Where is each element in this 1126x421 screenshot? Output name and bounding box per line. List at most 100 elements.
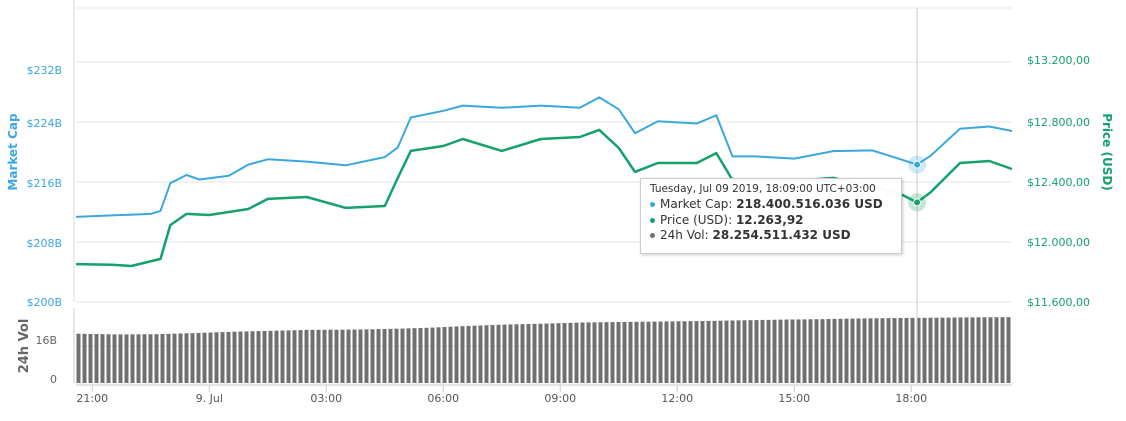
volume-bar bbox=[202, 332, 207, 383]
volume-bar bbox=[886, 318, 891, 383]
tooltip-row-market-cap: Market Cap: 218.400.516.036 USD bbox=[650, 197, 892, 213]
volume-bar bbox=[532, 323, 537, 383]
x-tick-label: 21:00 bbox=[76, 392, 108, 405]
volume-bar bbox=[496, 324, 501, 383]
volume-bar bbox=[682, 321, 687, 383]
volume-bar bbox=[544, 323, 549, 383]
volume-bar bbox=[268, 330, 273, 383]
volume-bar bbox=[694, 321, 699, 383]
tooltip-value: 12.263,92 bbox=[735, 212, 804, 227]
volume-bar bbox=[592, 322, 597, 383]
volume-bar bbox=[376, 329, 381, 383]
volume-bar bbox=[352, 329, 357, 383]
volume-bar bbox=[304, 329, 309, 383]
volume-bar bbox=[280, 330, 285, 383]
tooltip-label: Price (USD): bbox=[660, 212, 736, 227]
right-tick-label: $13.200,00 bbox=[1027, 54, 1090, 67]
volume-bar bbox=[310, 329, 315, 383]
x-tick-label: 03:00 bbox=[310, 392, 342, 405]
volume-bar bbox=[946, 317, 951, 383]
volume-bar bbox=[316, 329, 321, 383]
volume-bar bbox=[766, 319, 771, 383]
volume-bar bbox=[940, 317, 945, 383]
volume-bar bbox=[796, 319, 801, 383]
left-tick-label: $216B bbox=[26, 177, 62, 190]
volume-bar bbox=[814, 319, 819, 383]
volume-bar bbox=[574, 322, 579, 383]
volume-bar bbox=[1000, 317, 1005, 383]
volume-bar bbox=[646, 321, 651, 383]
volume-bar bbox=[784, 319, 789, 383]
axis-ticks: $200B $208B $216B $224B $232B $11.600,00 $12.0… bbox=[26, 54, 1090, 405]
volume-bar bbox=[256, 331, 261, 383]
volume-bar bbox=[430, 327, 435, 383]
volume-bar bbox=[910, 317, 915, 383]
volume-bar bbox=[700, 321, 705, 383]
volume-bar bbox=[976, 317, 981, 383]
volume-bar bbox=[118, 334, 123, 383]
volume-bar bbox=[628, 321, 633, 383]
volume-bar bbox=[622, 321, 627, 383]
volume-bar bbox=[190, 333, 195, 383]
volume-bar bbox=[400, 328, 405, 383]
left-tick-label: $224B bbox=[26, 117, 62, 130]
tooltip: Tuesday, Jul 09 2019, 18:09:00 UTC+03:00… bbox=[640, 178, 902, 254]
volume-bar bbox=[490, 325, 495, 383]
volume-bar bbox=[112, 334, 117, 383]
volume-bar bbox=[616, 322, 621, 383]
volume-bar bbox=[244, 331, 249, 383]
volume-bar bbox=[124, 334, 129, 383]
volume-bar bbox=[988, 317, 993, 383]
volume-bar bbox=[184, 333, 189, 383]
volume-bar bbox=[238, 331, 243, 383]
market-cap-dot-icon bbox=[650, 202, 655, 207]
volume-bar bbox=[742, 320, 747, 383]
volume-bar bbox=[214, 332, 219, 383]
volume-bar bbox=[484, 325, 489, 383]
right-tick-label: $12.000,00 bbox=[1027, 236, 1090, 249]
volume-bar bbox=[364, 329, 369, 383]
volume-bar bbox=[562, 323, 567, 383]
volume-bar bbox=[454, 326, 459, 383]
volume-dot-icon bbox=[650, 233, 655, 238]
volume-bar bbox=[892, 318, 897, 383]
volume-bar bbox=[250, 331, 255, 383]
tooltip-row-price: Price (USD): 12.263,92 bbox=[650, 213, 892, 229]
volume-bar bbox=[514, 324, 519, 383]
volume-bar bbox=[934, 317, 939, 383]
volume-bar bbox=[460, 326, 465, 383]
volume-bar bbox=[520, 324, 525, 383]
volume-bar bbox=[724, 320, 729, 383]
volume-bar bbox=[874, 318, 879, 383]
x-tick-label: 15:00 bbox=[778, 392, 810, 405]
volume-bar bbox=[880, 318, 885, 383]
volume-bar bbox=[586, 322, 591, 383]
volume-bar bbox=[598, 322, 603, 383]
right-tick-label: $11.600,00 bbox=[1027, 296, 1090, 309]
volume-bar bbox=[526, 323, 531, 383]
volume-bar bbox=[706, 320, 711, 383]
volume-bar bbox=[196, 332, 201, 383]
volume-bar bbox=[292, 330, 297, 383]
volume-bar bbox=[634, 321, 639, 383]
volume-bar bbox=[916, 317, 921, 383]
volume-bar bbox=[754, 320, 759, 383]
x-tick-label: 9. Jul bbox=[196, 392, 223, 405]
volume-bar bbox=[328, 329, 333, 383]
volume-bar bbox=[298, 330, 303, 383]
volume-bar bbox=[220, 332, 225, 383]
volume-bar bbox=[760, 319, 765, 383]
volume-bar bbox=[736, 320, 741, 383]
volume-bar bbox=[928, 317, 933, 383]
volume-bar bbox=[154, 334, 159, 383]
volume-bar bbox=[772, 319, 777, 383]
volume-bar bbox=[868, 318, 873, 383]
volume-bar bbox=[508, 324, 513, 383]
volume-bar bbox=[334, 329, 339, 383]
volume-bar bbox=[166, 333, 171, 383]
volume-bar bbox=[358, 329, 363, 383]
volume-bar bbox=[568, 322, 573, 383]
tooltip-header: Tuesday, Jul 09 2019, 18:09:00 UTC+03:00 bbox=[650, 183, 876, 195]
volume-bar bbox=[550, 323, 555, 383]
